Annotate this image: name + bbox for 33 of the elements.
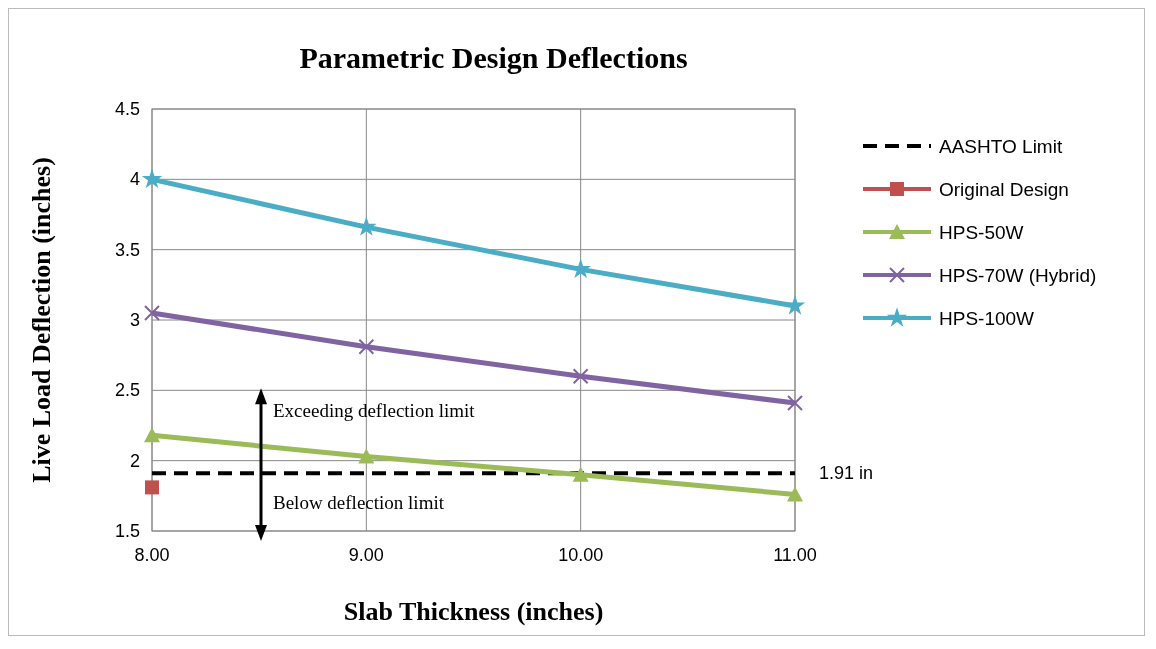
point <box>358 448 375 464</box>
y-tick-label: 3.5 <box>114 239 140 260</box>
point <box>144 304 160 321</box>
x-axis-title: Slab Thickness (inches) <box>343 597 604 626</box>
legend-label: AASHTO Limit <box>939 136 1063 157</box>
point <box>787 394 803 411</box>
annotation: Exceeding deflection limit <box>273 400 476 422</box>
y-tick-label: 2 <box>129 450 140 471</box>
point <box>572 368 589 385</box>
x-tick-label: 9.00 <box>348 545 384 565</box>
x-tick-label: 8.00 <box>134 545 170 565</box>
y-tick-label: 1.5 <box>114 521 140 541</box>
x-tick-label: 10.00 <box>558 545 604 565</box>
point <box>572 466 589 482</box>
x-tick-label: 11.00 <box>773 545 817 565</box>
point <box>784 295 806 315</box>
annotation: 1.91 in <box>819 463 874 484</box>
annotation: Below deflection limit <box>273 491 445 513</box>
y-tick-label: 3 <box>129 310 140 330</box>
y-tick-label: 2.5 <box>114 380 140 401</box>
y-axis-title: Live Load Deflection (inches) <box>27 157 56 483</box>
legend-label: HPS-100W <box>939 308 1035 329</box>
point <box>141 168 163 189</box>
point <box>145 480 159 495</box>
point <box>358 338 375 355</box>
chart-title: Parametric Design Deflections <box>299 41 688 74</box>
y-tick-label: 4.5 <box>114 99 140 119</box>
legend-label: HPS-70W (Hybrid) <box>939 265 1097 286</box>
y-tick-label: 4 <box>129 169 140 190</box>
point <box>787 486 803 502</box>
legend-label: Original Design <box>939 179 1069 200</box>
legend-label: HPS-50W <box>939 222 1024 243</box>
point <box>144 427 160 443</box>
